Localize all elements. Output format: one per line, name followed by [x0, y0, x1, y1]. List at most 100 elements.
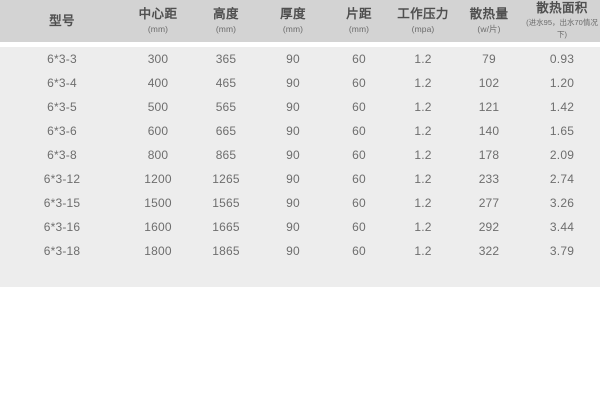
cell-center-distance: 500: [147, 100, 169, 114]
cell-center-distance: 1800: [144, 244, 172, 258]
column-header-fin-pitch: 片距 (mm): [326, 0, 392, 42]
cell-heat-output: 79: [482, 52, 496, 66]
cell-working-pressure: 1.2: [414, 244, 432, 258]
cell-height: 1665: [212, 220, 240, 234]
cell-height: 465: [215, 76, 237, 90]
column-header-working-pressure: 工作压力 (mpa): [392, 0, 454, 42]
cell-heat-output: 233: [478, 172, 500, 186]
cell-fin-pitch: 60: [352, 220, 366, 234]
column-header-model-label: 型号: [49, 14, 75, 28]
table-row: 6*3-12 1200 1265 90 60 1.2 233 2.74: [0, 167, 600, 191]
cell-height: 565: [215, 100, 237, 114]
table-body: 6*3-3 300 365 90 60 1.2 79 0.93 6*3-4 40…: [0, 42, 600, 287]
cell-model: 6*3-12: [43, 172, 81, 186]
cell-working-pressure: 1.2: [414, 196, 432, 210]
table-header-row: 型号 中心距 (mm) 高度 (mm) 厚度 (mm) 片距 (mm) 工作压力…: [0, 0, 600, 42]
table-row: 6*3-5 500 565 90 60 1.2 121 1.42: [0, 95, 600, 119]
column-header-working-pressure-label: 工作压力: [397, 7, 449, 21]
table-bottom-padding-cell: [0, 263, 600, 287]
cell-working-pressure: 1.2: [414, 124, 432, 138]
cell-center-distance: 600: [147, 124, 169, 138]
cell-working-pressure: 1.2: [414, 52, 432, 66]
cell-heat-area: 1.65: [549, 124, 575, 138]
column-header-center-distance: 中心距 (mm): [124, 0, 192, 42]
table-row: 6*3-6 600 665 90 60 1.2 140 1.65: [0, 119, 600, 143]
cell-fin-pitch: 60: [352, 244, 366, 258]
cell-center-distance: 1600: [144, 220, 172, 234]
column-header-height: 高度 (mm): [192, 0, 260, 42]
column-header-thickness: 厚度 (mm): [260, 0, 326, 42]
cell-center-distance: 400: [147, 76, 169, 90]
column-header-heat-area-unit: (进水95，出水70情况下): [526, 18, 598, 39]
column-header-working-pressure-unit: (mpa): [411, 24, 435, 34]
column-header-thickness-label: 厚度: [280, 7, 306, 21]
table-row: 6*3-3 300 365 90 60 1.2 79 0.93: [0, 47, 600, 71]
cell-heat-output: 322: [478, 244, 500, 258]
cell-heat-area: 3.79: [549, 244, 575, 258]
cell-heat-area: 0.93: [549, 52, 575, 66]
cell-heat-area: 2.74: [549, 172, 575, 186]
cell-working-pressure: 1.2: [414, 220, 432, 234]
cell-heat-area: 3.26: [549, 196, 575, 210]
cell-height: 365: [215, 52, 237, 66]
cell-height: 865: [215, 148, 237, 162]
table-header: 型号 中心距 (mm) 高度 (mm) 厚度 (mm) 片距 (mm) 工作压力…: [0, 0, 600, 42]
column-header-model: 型号: [0, 0, 124, 42]
column-header-thickness-unit: (mm): [282, 24, 304, 34]
cell-heat-area: 2.09: [549, 148, 575, 162]
cell-center-distance: 800: [147, 148, 169, 162]
table-bottom-padding: [0, 263, 600, 287]
cell-working-pressure: 1.2: [414, 172, 432, 186]
cell-heat-output: 178: [478, 148, 500, 162]
header-body-gap-cell: [0, 42, 600, 47]
cell-thickness: 90: [286, 172, 300, 186]
cell-thickness: 90: [286, 124, 300, 138]
cell-thickness: 90: [286, 76, 300, 90]
cell-fin-pitch: 60: [352, 148, 366, 162]
cell-working-pressure: 1.2: [414, 100, 432, 114]
column-header-heat-output-unit: (w/片): [477, 24, 501, 34]
cell-heat-output: 292: [478, 220, 500, 234]
cell-thickness: 90: [286, 148, 300, 162]
column-header-center-distance-label: 中心距: [138, 7, 178, 21]
cell-model: 6*3-4: [47, 76, 77, 90]
table-row: 6*3-8 800 865 90 60 1.2 178 2.09: [0, 143, 600, 167]
cell-center-distance: 1200: [144, 172, 172, 186]
cell-height: 1265: [212, 172, 240, 186]
column-header-heat-output-label: 散热量: [469, 7, 509, 21]
cell-height: 1865: [212, 244, 240, 258]
cell-model: 6*3-8: [47, 148, 77, 162]
column-header-fin-pitch-label: 片距: [346, 7, 372, 21]
cell-fin-pitch: 60: [352, 172, 366, 186]
cell-fin-pitch: 60: [352, 196, 366, 210]
table-row: 6*3-15 1500 1565 90 60 1.2 277 3.26: [0, 191, 600, 215]
cell-heat-area: 1.42: [549, 100, 575, 114]
cell-heat-output: 140: [478, 124, 500, 138]
column-header-height-unit: (mm): [215, 24, 237, 34]
cell-thickness: 90: [286, 220, 300, 234]
cell-center-distance: 1500: [144, 196, 172, 210]
cell-model: 6*3-5: [47, 100, 77, 114]
table-row: 6*3-4 400 465 90 60 1.2 102 1.20: [0, 71, 600, 95]
cell-working-pressure: 1.2: [414, 76, 432, 90]
cell-center-distance: 300: [147, 52, 169, 66]
column-header-heat-area-label: 散热面积: [536, 1, 588, 15]
header-body-gap: [0, 42, 600, 47]
cell-model: 6*3-16: [43, 220, 81, 234]
cell-heat-output: 277: [478, 196, 500, 210]
cell-fin-pitch: 60: [352, 52, 366, 66]
cell-height: 665: [215, 124, 237, 138]
column-header-heat-output: 散热量 (w/片): [454, 0, 524, 42]
table-row: 6*3-16 1600 1665 90 60 1.2 292 3.44: [0, 215, 600, 239]
column-header-center-distance-unit: (mm): [147, 24, 169, 34]
cell-heat-output: 121: [478, 100, 500, 114]
cell-heat-area: 1.20: [549, 76, 575, 90]
column-header-fin-pitch-unit: (mm): [348, 24, 370, 34]
specification-table: 型号 中心距 (mm) 高度 (mm) 厚度 (mm) 片距 (mm) 工作压力…: [0, 0, 600, 287]
cell-model: 6*3-6: [47, 124, 77, 138]
cell-thickness: 90: [286, 244, 300, 258]
column-header-heat-area: 散热面积 (进水95，出水70情况下): [524, 0, 600, 42]
cell-thickness: 90: [286, 100, 300, 114]
cell-heat-area: 3.44: [549, 220, 575, 234]
cell-thickness: 90: [286, 196, 300, 210]
